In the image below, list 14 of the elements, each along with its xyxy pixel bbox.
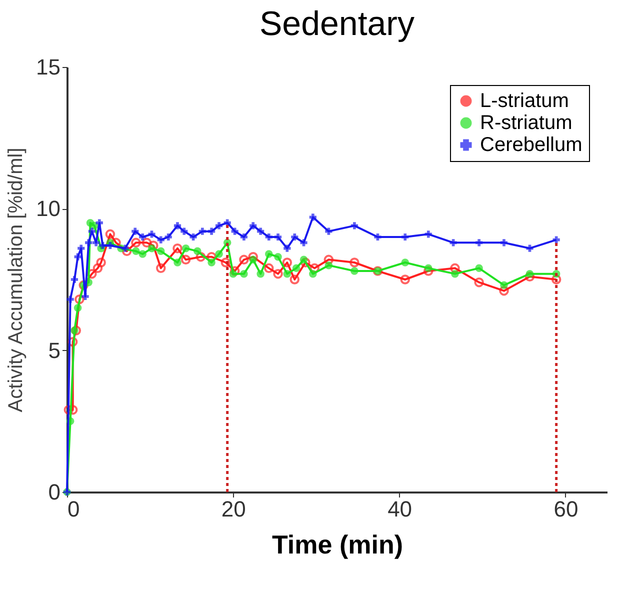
legend-label: R-striatum bbox=[480, 112, 572, 134]
x-tick-label: 20 bbox=[221, 496, 246, 522]
x-tick-label: 0 bbox=[68, 496, 80, 522]
y-axis-title: Activity Accumulation [%id/ml] bbox=[5, 148, 28, 412]
legend-label: L-striatum bbox=[480, 90, 569, 112]
y-tick-label: 0 bbox=[48, 480, 60, 504]
legend-label: Cerebellum bbox=[480, 134, 582, 156]
chart-title: Sedentary bbox=[260, 5, 414, 43]
y-tick-label: 5 bbox=[48, 338, 60, 363]
x-axis-title: Time (min) bbox=[272, 530, 403, 560]
y-tick-label: 10 bbox=[36, 196, 60, 222]
y-tick-label: 15 bbox=[36, 54, 60, 80]
x-tick-label: 40 bbox=[388, 496, 412, 522]
x-tick-label: 60 bbox=[554, 496, 578, 522]
